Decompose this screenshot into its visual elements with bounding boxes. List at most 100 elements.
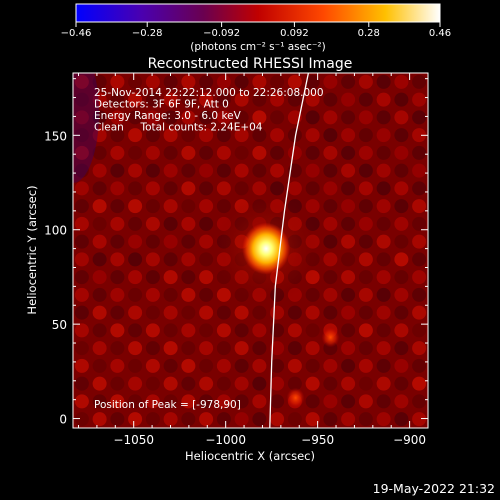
ripple-blob <box>341 287 356 302</box>
ripple-blob <box>110 216 125 231</box>
ripple-blob <box>376 110 391 125</box>
ripple-blob <box>305 376 320 391</box>
ripple-blob <box>92 270 107 285</box>
ripple-blob <box>376 376 391 391</box>
ripple-blob <box>199 234 214 249</box>
ripple-blob <box>412 376 427 391</box>
ripple-blob <box>128 92 143 107</box>
ripple-blob <box>145 216 160 231</box>
ripple-blob <box>341 323 356 338</box>
ripple-blob <box>287 181 302 196</box>
ripple-blob <box>216 145 231 160</box>
ripple-blob <box>199 74 214 89</box>
ripple-blob <box>199 394 214 409</box>
ripple-blob <box>394 163 409 178</box>
ripple-blob <box>110 412 125 427</box>
ripple-blob <box>234 358 249 373</box>
ripple-blob <box>181 216 196 231</box>
x-tick-label: −1050 <box>113 433 154 447</box>
ripple-blob <box>234 74 249 89</box>
ripple-blob <box>270 163 285 178</box>
solar-limb-curve <box>269 73 310 428</box>
ripple-blob <box>358 252 373 267</box>
ripple-blob <box>199 181 214 196</box>
ripple-blob <box>358 234 373 249</box>
ripple-blob <box>358 128 373 143</box>
ripple-blob <box>110 145 125 160</box>
ripple-blob <box>163 412 178 427</box>
ripple-blob <box>270 376 285 391</box>
ripple-blob <box>287 341 302 356</box>
ripple-blob <box>163 252 178 267</box>
annotation-line: Clean Total counts: 2.24E+04 <box>94 122 263 134</box>
ripple-blob <box>145 199 160 214</box>
ripple-blob <box>394 216 409 231</box>
ripple-blob <box>323 376 338 391</box>
ripple-blob <box>74 252 89 267</box>
ripple-blob <box>394 252 409 267</box>
ripple-blob <box>181 412 196 427</box>
ripple-blob <box>252 394 267 409</box>
ripple-blob <box>412 323 427 338</box>
ripple-blob <box>216 358 231 373</box>
ripple-blob <box>199 110 214 125</box>
ripple-blob <box>358 199 373 214</box>
ripple-blob <box>163 74 178 89</box>
colorbar-tick-label: 0.092 <box>280 28 309 39</box>
ripple-blob <box>412 74 427 89</box>
ripple-blob <box>110 270 125 285</box>
ripple-blob <box>110 341 125 356</box>
ripple-blob <box>181 92 196 107</box>
ripple-blob <box>145 358 160 373</box>
ripple-blob <box>287 412 302 427</box>
ripple-blob <box>376 181 391 196</box>
ripple-blob <box>412 145 427 160</box>
ripple-blob <box>341 252 356 267</box>
ripple-blob <box>128 163 143 178</box>
ripple-blob <box>252 412 267 427</box>
ripple-blob <box>181 74 196 89</box>
annotation-line: 25-Nov-2014 22:22:12.000 to 22:26:08.000 <box>94 87 324 99</box>
ripple-blob <box>358 376 373 391</box>
ripple-blob <box>270 74 285 89</box>
ripple-blob <box>305 323 320 338</box>
ripple-blob <box>252 163 267 178</box>
ripple-blob <box>92 199 107 214</box>
ripple-blob <box>110 163 125 178</box>
ripple-blob <box>376 252 391 267</box>
ripple-blob <box>287 305 302 320</box>
ripple-blob <box>305 92 320 107</box>
ripple-blob <box>305 358 320 373</box>
ripple-blob <box>199 341 214 356</box>
ripple-blob <box>394 128 409 143</box>
ripple-blob <box>376 74 391 89</box>
ripple-blob <box>394 110 409 125</box>
ripple-blob <box>323 412 338 427</box>
peak-source <box>242 222 291 275</box>
colorbar-tick-label: −0.46 <box>61 28 92 39</box>
ripple-blob <box>341 199 356 214</box>
ripple-blob <box>181 341 196 356</box>
ripple-blob <box>358 412 373 427</box>
ripple-blob <box>287 74 302 89</box>
ripple-blob <box>74 305 89 320</box>
ripple-blob <box>92 341 107 356</box>
y-tick-label: 0 <box>59 413 67 427</box>
ripple-blob <box>128 287 143 302</box>
ripple-blob <box>128 376 143 391</box>
annotation-line: Energy Range: 3.0 - 6.0 keV <box>94 110 242 122</box>
ripple-blob <box>234 92 249 107</box>
ripple-blob <box>412 305 427 320</box>
ripple-blob <box>145 341 160 356</box>
ripple-blob <box>305 110 320 125</box>
y-tick-label: 100 <box>44 224 67 238</box>
ripple-blob <box>110 181 125 196</box>
ripple-blob <box>323 394 338 409</box>
ripple-blob <box>128 145 143 160</box>
ripple-blob <box>412 252 427 267</box>
ripple-blob <box>110 252 125 267</box>
ripple-blob <box>145 181 160 196</box>
ripple-blob <box>287 323 302 338</box>
ripple-blob <box>216 110 231 125</box>
ripple-blob <box>74 358 89 373</box>
